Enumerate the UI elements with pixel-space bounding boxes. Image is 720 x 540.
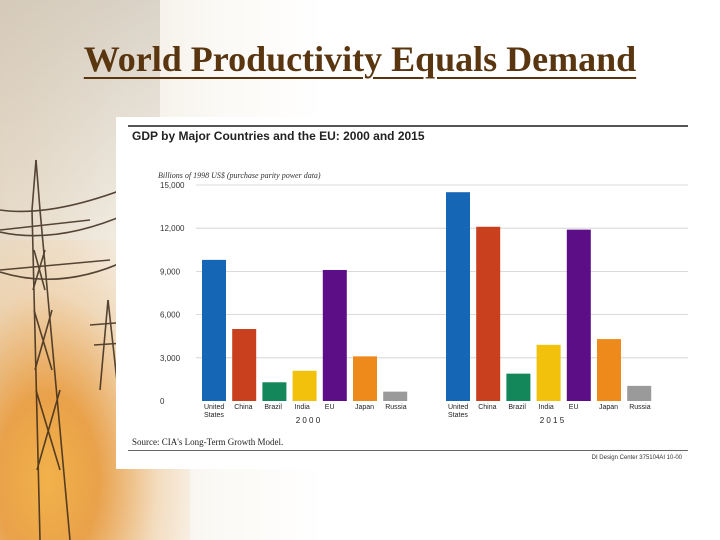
chart-top-rule xyxy=(128,125,688,127)
chart-source: Source: CIA's Long-Term Growth Model. xyxy=(132,437,284,447)
y-tick-label: 15,000 xyxy=(160,181,185,190)
bar-brazil-1 xyxy=(506,373,531,401)
y-axis-label: Billions of 1998 US$ (purchase parity po… xyxy=(158,171,321,180)
chart-credit: DI Design Center 375104AI 10-00 xyxy=(591,455,682,461)
bar-china-0 xyxy=(232,329,257,401)
bar-china-1 xyxy=(476,226,501,401)
x-tick-label: Russia xyxy=(629,404,651,411)
bar-united-states-1 xyxy=(446,192,470,401)
x-tick-label: United xyxy=(448,404,468,411)
bar-brazil-0 xyxy=(262,382,287,401)
x-tick-label: Japan xyxy=(599,404,618,411)
x-tick-label: Brazil xyxy=(508,404,526,411)
y-tick-label: 3,000 xyxy=(160,354,181,363)
x-tick-label: China xyxy=(234,404,252,411)
group-year-label: 2 0 1 5 xyxy=(540,416,565,425)
x-tick-label: States xyxy=(448,412,468,419)
x-tick-label: India xyxy=(295,404,310,411)
chart-bottom-rule xyxy=(128,450,688,451)
bar-japan-1 xyxy=(597,339,621,401)
y-tick-label: 9,000 xyxy=(160,267,181,276)
x-tick-label: EU xyxy=(325,404,335,411)
x-tick-label: Russia xyxy=(385,404,407,411)
y-tick-label: 6,000 xyxy=(160,311,181,320)
x-tick-label: States xyxy=(204,412,224,419)
x-tick-label: China xyxy=(478,404,496,411)
group-year-label: 2 0 0 0 xyxy=(296,416,321,425)
x-tick-label: United xyxy=(204,404,224,411)
bar-japan-0 xyxy=(353,356,377,401)
y-tick-label: 12,000 xyxy=(160,224,185,233)
chart-panel: GDP by Major Countries and the EU: 2000 … xyxy=(116,117,692,469)
bar-russia-1 xyxy=(627,385,652,401)
gdp-bar-chart: 15,00012,0009,0006,0003,0000UnitedStates… xyxy=(160,181,688,425)
slide-title-text: World Productivity Equals Demand xyxy=(83,39,637,79)
x-tick-label: India xyxy=(539,404,554,411)
x-tick-label: Brazil xyxy=(264,404,282,411)
x-tick-label: Japan xyxy=(355,404,374,411)
bar-eu-0 xyxy=(322,269,347,401)
chart-title: GDP by Major Countries and the EU: 2000 … xyxy=(132,129,425,143)
bar-india-0 xyxy=(292,370,317,401)
bar-eu-1 xyxy=(566,229,591,401)
bar-russia-0 xyxy=(383,391,408,401)
y-tick-label: 0 xyxy=(160,397,165,406)
x-tick-label: EU xyxy=(569,404,579,411)
bar-india-1 xyxy=(536,344,561,401)
bar-united-states-0 xyxy=(202,259,226,401)
slide-title: World Productivity Equals Demand xyxy=(0,38,720,80)
